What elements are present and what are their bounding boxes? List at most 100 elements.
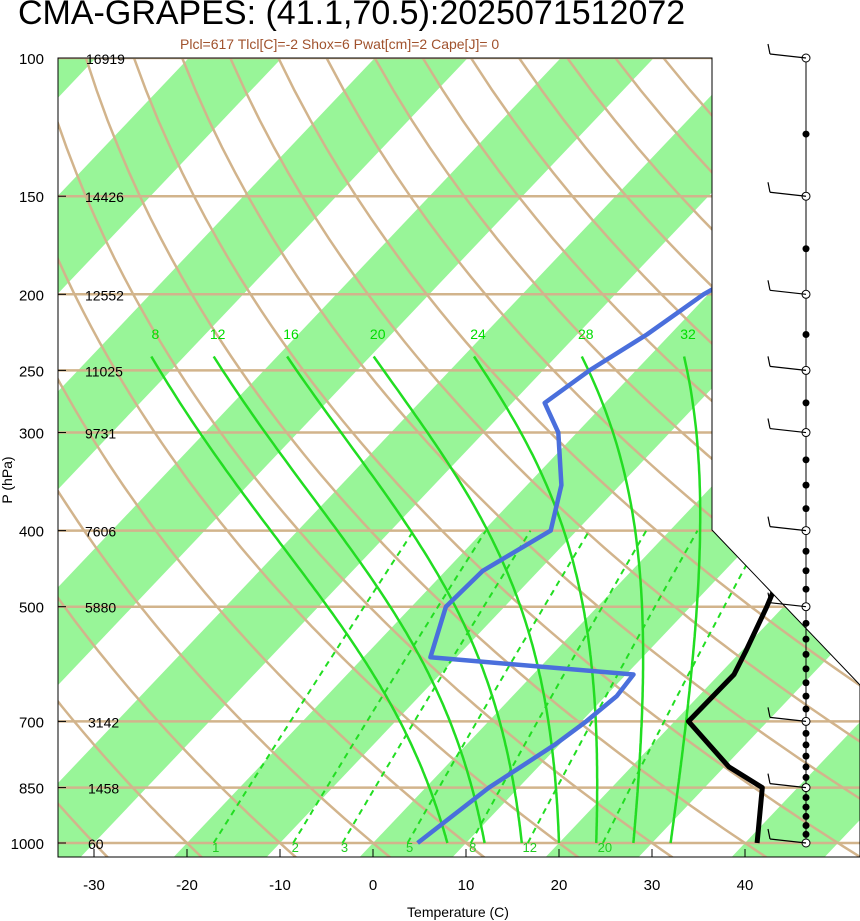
isotherm-band [58, 58, 468, 857]
wind-level-dot [802, 456, 810, 464]
mixing-ratio-label: 20 [598, 840, 612, 855]
wind-barb-shaft [769, 526, 807, 532]
dry-adiabat [277, 58, 860, 857]
wind-level-dot [802, 650, 810, 658]
mixing-ratio-line [526, 530, 699, 844]
wind-barbs [767, 43, 811, 848]
pressure-label: 300 [19, 426, 44, 443]
dry-adiabat [58, 58, 206, 857]
wind-level-dot [802, 822, 810, 830]
pressure-label: 500 [19, 600, 44, 617]
mixing-ratio-label: 5 [406, 840, 413, 855]
moist-adiabat-label: 24 [470, 326, 486, 342]
x-tick-label: -10 [269, 877, 291, 894]
dry-adiabat [58, 58, 394, 857]
wind-level-dot [802, 481, 810, 489]
dry-adiabat [181, 58, 860, 857]
wind-level-dot [802, 705, 810, 713]
moist-adiabat-label: 8 [151, 326, 159, 342]
x-tick-label: 30 [644, 877, 661, 894]
wind-level-dot [802, 692, 810, 700]
dry-adiabat [325, 58, 860, 857]
moist-adiabat [372, 355, 561, 844]
moist-adiabat [669, 356, 702, 844]
wind-barb-shaft [769, 289, 807, 295]
isotherm-band [58, 58, 282, 857]
mixing-ratio-line [341, 530, 532, 844]
moist-adiabat-label: 32 [680, 326, 696, 342]
wind-level-dot [802, 130, 810, 138]
pressure-label: 150 [19, 189, 44, 206]
x-tick-label: -20 [176, 877, 198, 894]
x-tick-label: 0 [369, 877, 377, 894]
height-label: 60 [88, 836, 104, 852]
wind-barb-flag [767, 773, 771, 784]
wind-barb-flag [767, 418, 771, 429]
mixing-ratio-lines [212, 530, 766, 844]
wind-barb-shaft [769, 782, 807, 789]
wind-barb-shaft [769, 53, 807, 59]
wind-level-dot [802, 773, 810, 781]
height-label: 16919 [86, 51, 125, 67]
pressure-label: 400 [19, 524, 44, 541]
dry-adiabat [373, 58, 860, 857]
mixing-ratio-line [212, 530, 415, 844]
wind-barb-flag [767, 516, 771, 527]
isotherm-band [58, 58, 654, 857]
wind-barb-shaft [769, 365, 807, 371]
wind-level-dot [802, 812, 810, 820]
mixing-ratio-label: 3 [341, 840, 348, 855]
wind-level-dot [802, 830, 810, 838]
mixing-ratio-line [602, 530, 766, 844]
dry-adiabat [58, 58, 583, 857]
wind-barb-flag [767, 707, 771, 718]
wind-level-dot [802, 803, 810, 811]
wind-level-dot [802, 729, 810, 737]
wind-level-dot [802, 585, 810, 593]
wind-level-dot [802, 245, 810, 253]
x-axis-label: Temperature (C) [407, 904, 509, 920]
wind-barb-shaft [769, 838, 807, 844]
pressure-label: 250 [19, 363, 44, 380]
dry-adiabat [229, 58, 860, 857]
x-tick-label: 20 [551, 877, 568, 894]
wind-level-dot [802, 330, 810, 338]
x-tick-label: -30 [83, 877, 105, 894]
wind-level-dot [802, 567, 810, 575]
moist-adiabat-label: 28 [578, 326, 594, 342]
chart-subtitle: Plcl=617 Tlcl[C]=-2 Shox=6 Pwat[cm]=2 Ca… [180, 36, 500, 52]
moist-adiabat-label: 16 [283, 326, 299, 342]
height-label: 7606 [85, 524, 116, 540]
dry-adiabat [84, 58, 771, 857]
mixing-ratio-label: 12 [523, 840, 537, 855]
wind-barb-flag [767, 592, 771, 603]
isotherm-bands [58, 58, 860, 857]
wind-level-dot [802, 665, 810, 673]
x-tick-label: 10 [458, 877, 475, 894]
height-label: 11025 [85, 363, 123, 379]
height-label: 9731 [85, 426, 116, 442]
wind-barb-shaft [769, 602, 807, 608]
wind-barb-flag [767, 356, 771, 367]
wind-barb-flag [767, 43, 771, 55]
pressure-label: 1000 [11, 836, 44, 853]
pressure-label: 100 [19, 51, 44, 68]
wind-barb-flag [767, 182, 771, 193]
mixing-ratio-line [292, 530, 487, 844]
plot-frame [57, 57, 860, 858]
mixing-ratio-label: 2 [292, 840, 299, 855]
isotherm-band [545, 58, 860, 857]
height-label: 3142 [88, 714, 119, 730]
height-label: 12552 [85, 287, 124, 303]
wind-level-dot [802, 619, 810, 627]
moist-adiabat-label: 20 [370, 326, 386, 342]
height-label: 1458 [88, 781, 119, 797]
x-tick-label: 40 [737, 877, 754, 894]
moist-adiabat-label: 12 [210, 326, 226, 342]
dry-adiabat [132, 58, 860, 857]
height-label: 14426 [85, 189, 124, 205]
wind-level-dot [802, 547, 810, 555]
moist-adiabat [580, 355, 645, 844]
moist-adiabat [286, 355, 524, 844]
